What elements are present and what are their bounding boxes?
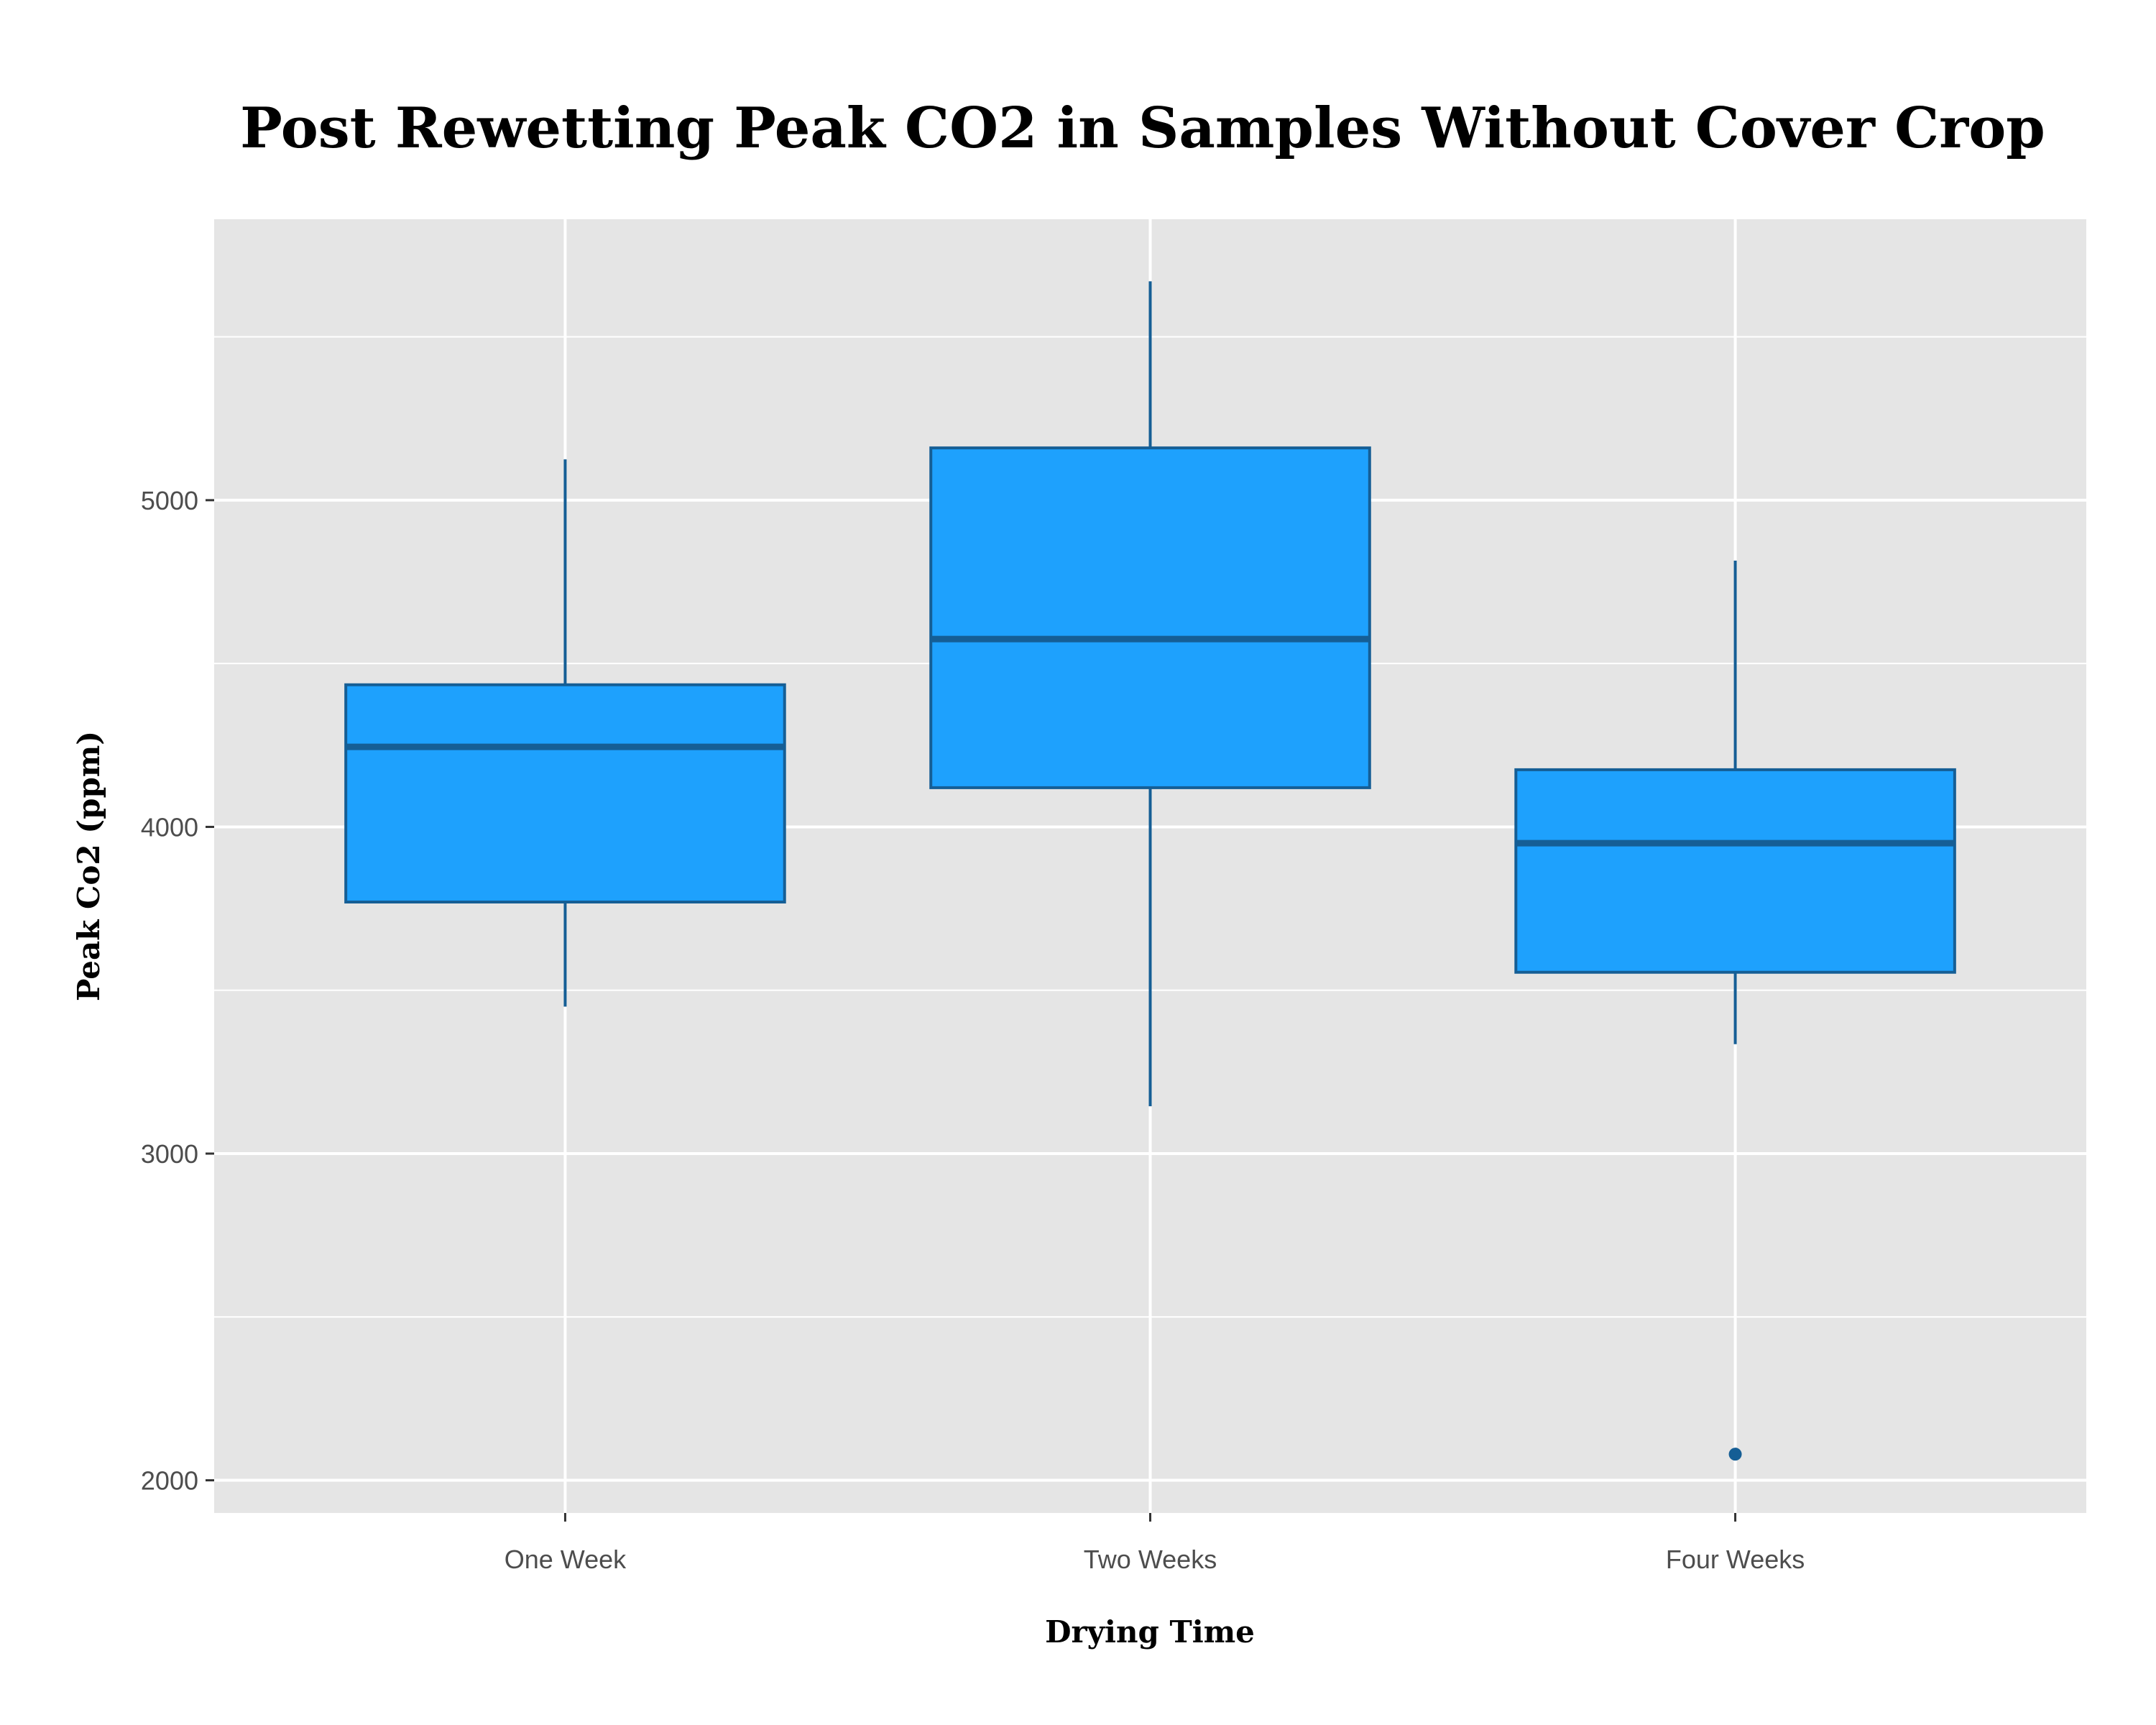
- box-one-week: [344, 459, 786, 1007]
- outlier-point: [1728, 1448, 1742, 1461]
- y-axis-ticks: 2000 3000 4000 5000: [141, 486, 214, 1496]
- box-two-weeks: [929, 281, 1371, 1107]
- y-tick-label: 4000: [141, 812, 198, 842]
- interquartile-box: [1514, 768, 1956, 974]
- interquartile-box: [929, 446, 1371, 789]
- chart-title: Post Rewetting Peak CO2 in Samples Witho…: [240, 96, 2045, 161]
- x-axis-title: Drying Time: [1045, 1614, 1255, 1650]
- x-tick-label: Four Weeks: [1666, 1545, 1805, 1574]
- boxes: [344, 281, 1956, 1461]
- y-tick-label: 3000: [141, 1139, 198, 1169]
- x-tick-label: One Week: [505, 1545, 627, 1574]
- interquartile-box: [344, 683, 786, 904]
- x-axis-ticks: One Week Two Weeks Four Weeks: [505, 1513, 1805, 1574]
- y-tick-label: 2000: [141, 1466, 198, 1496]
- x-tick-label: Two Weeks: [1084, 1545, 1217, 1574]
- y-tick-label: 5000: [141, 486, 198, 515]
- box-four-weeks: [1514, 561, 1956, 1461]
- y-axis-title: Peak Co2 (ppm): [71, 731, 106, 1001]
